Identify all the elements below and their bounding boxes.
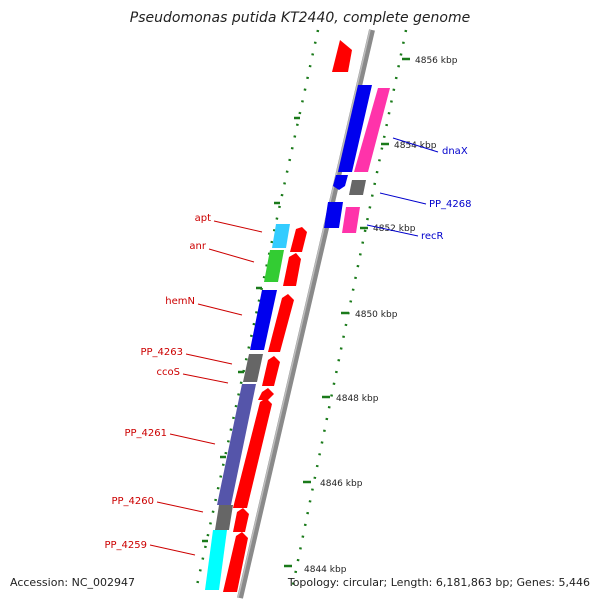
label-dnaX[interactable]: dnaX (442, 146, 468, 157)
genome-axis-highlight (237, 29, 371, 599)
gene-ccoS-red[interactable] (258, 388, 274, 400)
gene-PP_4260[interactable] (215, 505, 233, 530)
tick-4852: 4852 kbp (360, 224, 416, 234)
label-PP_4261[interactable]: PP_4261 (124, 428, 167, 439)
gene-dnaX-magenta[interactable] (354, 88, 390, 172)
label-anr[interactable]: anr (189, 241, 206, 252)
right-gene-track (324, 40, 390, 233)
gene-PP_4268[interactable] (349, 180, 366, 195)
gene-PP_4259[interactable] (205, 530, 227, 590)
tick-label-4848: 4848 kbp (336, 394, 379, 404)
gene-recR-magenta[interactable] (342, 207, 360, 233)
label-PP_4268[interactable]: PP_4268 (429, 199, 472, 210)
tick-label-4852: 4852 kbp (373, 224, 416, 234)
gene-dnaX-blue[interactable] (338, 85, 372, 172)
label-ccoS[interactable]: ccoS (157, 367, 180, 378)
gene-small-blue-arrow[interactable] (333, 175, 348, 190)
label-hemN[interactable]: hemN (165, 296, 195, 307)
kbp-ticks: 4856 kbp 4854 kbp 4852 kbp 4850 kbp 4848… (284, 56, 458, 575)
gene-PP_4260-red[interactable] (233, 508, 249, 532)
label-recR[interactable]: recR (421, 231, 444, 242)
gene-PP_4263-red[interactable] (262, 356, 280, 386)
tick-label-4844: 4844 kbp (304, 565, 347, 575)
topology-text: Topology: circular; Length: 6,181,863 bp… (287, 576, 590, 589)
gene-recR-blue[interactable] (324, 202, 343, 228)
left-gene-track (205, 224, 307, 592)
gene-arrow-top[interactable] (332, 40, 352, 72)
gene-anr-red[interactable] (283, 253, 301, 286)
right-gene-labels: dnaX PP_4268 recR (366, 137, 472, 242)
tick-4850: 4850 kbp (341, 310, 398, 320)
gene-PP_4263[interactable] (243, 354, 263, 382)
left-dotted-guide (194, 29, 320, 591)
map-title: Pseudomonas putida KT2440, complete geno… (130, 10, 470, 26)
gene-hemN-red[interactable] (268, 294, 294, 352)
tick-4844: 4844 kbp (284, 564, 347, 575)
gene-PP_4259-red[interactable] (223, 532, 248, 592)
label-apt[interactable]: apt (195, 213, 211, 224)
left-gene-labels: apt anr hemN PP_4263 ccoS PP_4261 PP_426… (104, 213, 263, 556)
tick-label-4846: 4846 kbp (320, 479, 363, 489)
label-PP_4260[interactable]: PP_4260 (111, 496, 154, 507)
tick-4856: 4856 kbp (402, 56, 458, 66)
tick-label-4850: 4850 kbp (355, 310, 398, 320)
tick-4846: 4846 kbp (303, 479, 363, 489)
gene-anr[interactable] (264, 250, 284, 282)
tick-label-4854: 4854 kbp (394, 141, 437, 151)
gene-hemN[interactable] (250, 290, 277, 350)
gene-PP_4261[interactable] (217, 384, 256, 505)
gene-apt[interactable] (272, 224, 290, 248)
label-PP_4263[interactable]: PP_4263 (140, 347, 183, 358)
minus-strand-ticks (202, 116, 300, 543)
tick-4854: 4854 kbp (381, 141, 437, 151)
accession-text: Accession: NC_002947 (10, 576, 135, 589)
gene-apt-red[interactable] (290, 227, 307, 252)
tick-4848: 4848 kbp (322, 394, 379, 404)
tick-label-4856: 4856 kbp (415, 56, 458, 66)
gene-PP_4261-red[interactable] (233, 398, 272, 508)
label-PP_4259[interactable]: PP_4259 (104, 540, 147, 551)
